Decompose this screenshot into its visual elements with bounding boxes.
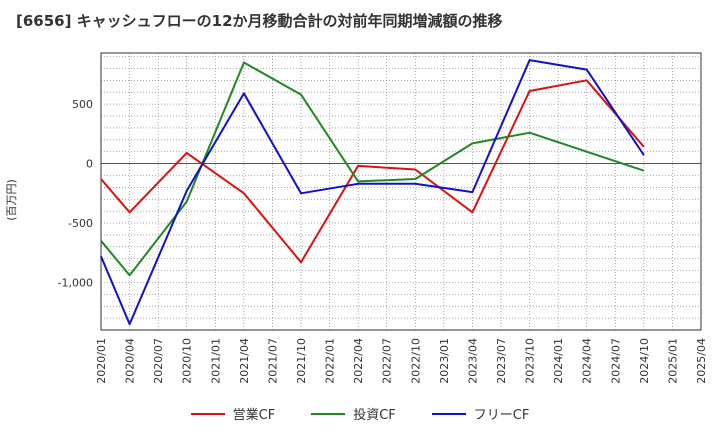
series-layer bbox=[100, 59, 645, 326]
plot-frame bbox=[100, 52, 702, 331]
x-tick-label: 2020/07 bbox=[152, 338, 165, 384]
x-tick-label: 2023/04 bbox=[466, 338, 479, 384]
x-tick-label: 2024/10 bbox=[638, 338, 651, 384]
y-axis-ticks: 500 0 -500 -1,000 bbox=[58, 98, 93, 289]
legend-swatch-free-cf bbox=[431, 412, 466, 415]
y-tick-label: -1,000 bbox=[58, 276, 93, 289]
chart-title: [6656] キャッシュフローの12か月移動合計の対前年同期増減額の推移 bbox=[16, 12, 503, 30]
legend: 営業CF 投資CF フリーCF bbox=[0, 404, 720, 423]
x-tick-label: 2020/10 bbox=[181, 338, 194, 384]
x-tick-label: 2021/10 bbox=[295, 338, 308, 384]
x-tick-label: 2025/04 bbox=[695, 338, 708, 384]
x-tick-label: 2024/01 bbox=[552, 338, 565, 384]
x-tick-label: 2024/04 bbox=[581, 338, 594, 384]
x-tick-label: 2022/07 bbox=[381, 338, 394, 384]
x-tick-label: 2025/01 bbox=[666, 338, 679, 384]
legend-swatch-operating-cf bbox=[190, 412, 225, 415]
x-tick-label: 2022/10 bbox=[409, 338, 422, 384]
legend-swatch-investing-cf bbox=[311, 412, 346, 415]
x-tick-label: 2024/07 bbox=[609, 338, 622, 384]
x-tick-label: 2021/04 bbox=[238, 338, 251, 384]
y-tick-label: 0 bbox=[86, 158, 93, 171]
legend-label-free-cf: フリーCF bbox=[473, 408, 530, 423]
legend-item-free-cf: フリーCF bbox=[431, 404, 530, 423]
series-line-1 bbox=[100, 61, 645, 277]
x-axis-ticks: 2020/01 2020/04 2020/07 2020/10 2021/01 2021/… bbox=[95, 338, 708, 384]
y-tick-label: 500 bbox=[72, 98, 93, 111]
y-axis-label: (百万円) bbox=[5, 179, 18, 221]
legend-label-operating-cf: 営業CF bbox=[232, 408, 276, 423]
x-tick-label: 2023/01 bbox=[438, 338, 451, 384]
x-tick-label: 2020/01 bbox=[95, 338, 108, 384]
x-tick-label: 2022/04 bbox=[352, 338, 365, 384]
x-tick-label: 2023/10 bbox=[524, 338, 537, 384]
legend-label-investing-cf: 投資CF bbox=[353, 408, 396, 423]
x-tick-label: 2020/04 bbox=[124, 338, 137, 384]
legend-item-investing-cf: 投資CF bbox=[311, 404, 396, 423]
x-tick-label: 2021/01 bbox=[209, 338, 222, 384]
x-tick-label: 2021/07 bbox=[266, 338, 279, 384]
legend-item-operating-cf: 営業CF bbox=[190, 404, 276, 423]
x-tick-label: 2023/07 bbox=[495, 338, 508, 384]
series-line-2 bbox=[100, 59, 645, 326]
x-tick-label: 2022/01 bbox=[324, 338, 337, 384]
y-tick-label: -500 bbox=[68, 217, 93, 230]
